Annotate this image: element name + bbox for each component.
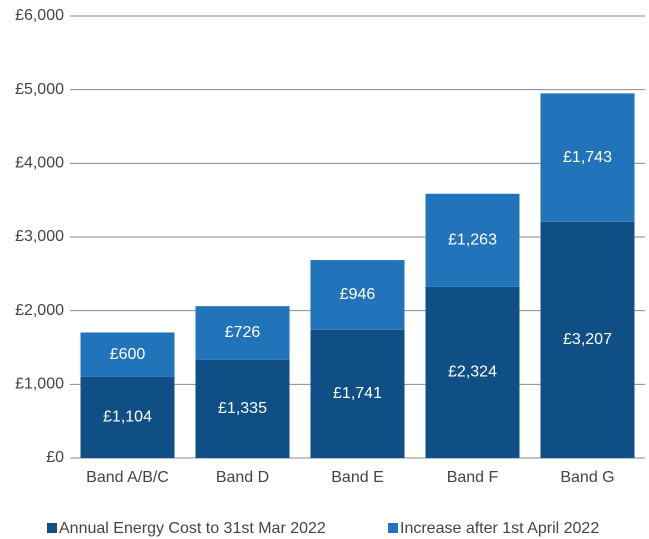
data-label: £1,335 [218, 400, 267, 417]
legend-label: Increase after 1st April 2022 [400, 520, 599, 537]
bar-segment [310, 260, 405, 330]
y-tick-label: £2,000 [15, 302, 64, 319]
legend-label: Annual Energy Cost to 31st Mar 2022 [59, 520, 326, 537]
data-label: £1,104 [103, 409, 152, 426]
x-tick-label: Band F [447, 469, 499, 486]
data-label: £3,207 [563, 331, 612, 348]
data-label: £1,741 [333, 385, 382, 402]
y-tick-label: £3,000 [15, 228, 64, 245]
bar-segment [540, 93, 635, 222]
bar-segment [540, 221, 635, 458]
bar-segment [425, 286, 520, 458]
bar-segment [195, 306, 290, 360]
y-tick-label: £4,000 [15, 155, 64, 172]
data-label: £600 [110, 346, 146, 363]
bar-segment [80, 332, 175, 377]
data-label: £946 [340, 286, 376, 303]
x-tick-label: Band G [560, 469, 614, 486]
x-tick-label: Band A/B/C [86, 469, 169, 486]
data-label: £1,743 [563, 149, 612, 166]
data-label: £726 [225, 324, 261, 341]
bar-segment [310, 329, 405, 458]
y-tick-label: £6,000 [15, 7, 64, 24]
data-label: £2,324 [448, 364, 497, 381]
y-tick-label: £1,000 [15, 376, 64, 393]
bar-segment [80, 376, 175, 458]
legend-swatch [47, 523, 57, 533]
x-tick-label: Band D [216, 469, 269, 486]
y-tick-label: £0 [46, 449, 64, 466]
bar-segment [425, 193, 520, 287]
x-tick-label: Band E [331, 469, 383, 486]
bar-segment [195, 359, 290, 458]
data-label: £1,263 [448, 231, 497, 248]
legend-swatch [388, 523, 398, 533]
y-tick-label: £5,000 [15, 81, 64, 98]
